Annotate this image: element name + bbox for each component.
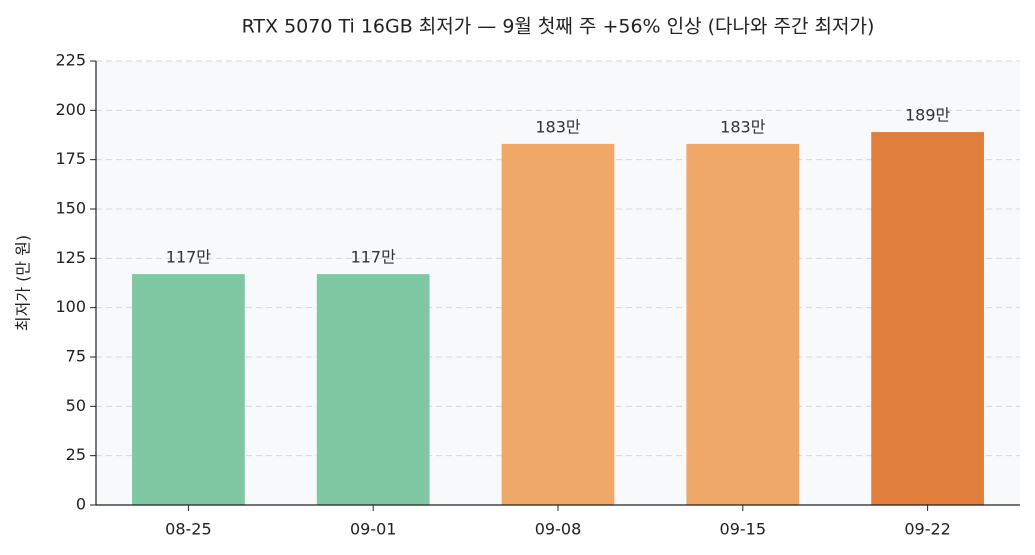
bar — [316, 274, 430, 505]
value-label: 183만 — [720, 117, 766, 136]
y-tick-label: 50 — [66, 396, 86, 415]
chart-title: RTX 5070 Ti 16GB 최저가 — 9월 첫째 주 +56% 인상 (… — [242, 16, 875, 38]
value-label: 189만 — [905, 106, 951, 125]
value-label: 117만 — [351, 248, 397, 267]
y-tick-label: 175 — [55, 149, 86, 168]
x-tick-label: 09-01 — [350, 520, 397, 539]
bar — [686, 143, 800, 505]
y-tick-label: 200 — [55, 100, 86, 119]
y-tick-label: 150 — [55, 199, 86, 218]
value-label: 117만 — [166, 248, 212, 267]
x-tick-label: 09-08 — [535, 520, 582, 539]
x-tick-label: 09-22 — [904, 520, 951, 539]
value-label: 183만 — [535, 117, 581, 136]
bar — [501, 143, 615, 505]
y-tick-label: 100 — [55, 297, 86, 316]
y-tick-label: 225 — [55, 51, 86, 70]
x-tick-label: 09-15 — [720, 520, 767, 539]
y-tick-label: 25 — [66, 445, 86, 464]
y-tick-label: 125 — [55, 248, 86, 267]
bar — [132, 274, 245, 505]
x-tick-label: 08-25 — [165, 520, 212, 539]
y-tick-label: 75 — [66, 347, 86, 366]
y-axis-label: 최저가 (만 원) — [14, 235, 33, 331]
y-tick-label: 0 — [76, 495, 86, 514]
bar — [871, 132, 984, 506]
